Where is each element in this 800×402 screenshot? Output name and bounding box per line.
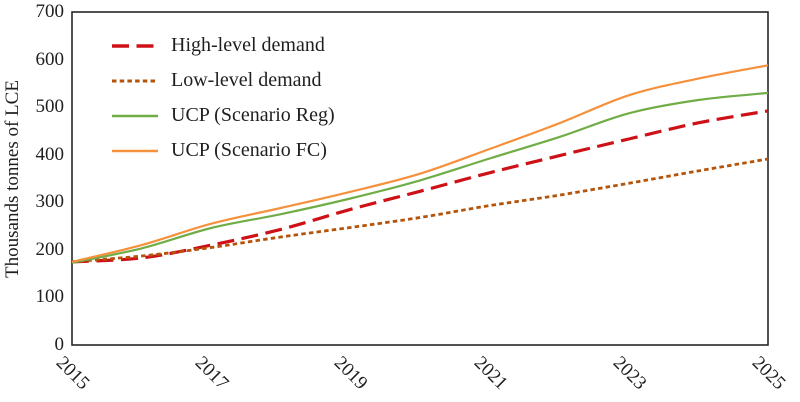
y-tick-label-0: 0 bbox=[54, 334, 65, 355]
line-ucp-scenario-reg bbox=[71, 91, 769, 264]
legend-swatch-low-level-demand bbox=[112, 78, 158, 83]
legend-label: UCP (Scenario FC) bbox=[171, 139, 327, 161]
legend-swatch-ucp-scenario-fc bbox=[112, 149, 158, 152]
legend-label: UCP (Scenario Reg) bbox=[171, 104, 335, 126]
line-low-level-demand bbox=[71, 157, 769, 264]
line-ucp-scenario-fc bbox=[71, 64, 769, 263]
y-tick-label-200: 200 bbox=[35, 238, 65, 260]
legend-item-ucp-scenario-reg: UCP (Scenario Reg) bbox=[112, 98, 335, 133]
legend-swatch-ucp-scenario-reg bbox=[112, 114, 158, 117]
y-tick-label-600: 600 bbox=[35, 48, 65, 70]
legend-item-high-level-demand: High-level demand bbox=[112, 28, 335, 63]
line-high-level-demand bbox=[71, 109, 769, 264]
legend-label: Low-level demand bbox=[171, 69, 322, 91]
y-tick-label-100: 100 bbox=[35, 286, 65, 308]
legend-label: High-level demand bbox=[171, 34, 325, 56]
y-tick-label-400: 400 bbox=[35, 143, 65, 165]
legend-swatch-high-level-demand bbox=[112, 43, 158, 48]
y-tick-label-700: 700 bbox=[35, 1, 65, 22]
legend-item-low-level-demand: Low-level demand bbox=[112, 63, 335, 98]
legend: High-level demand Low-level demand UCP (Sc… bbox=[112, 28, 335, 168]
legend-item-ucp-scenario-fc: UCP (Scenario FC) bbox=[112, 133, 335, 168]
y-tick-label-300: 300 bbox=[35, 191, 65, 213]
plot-border bbox=[71, 11, 769, 346]
y-tick-label-500: 500 bbox=[35, 96, 65, 118]
